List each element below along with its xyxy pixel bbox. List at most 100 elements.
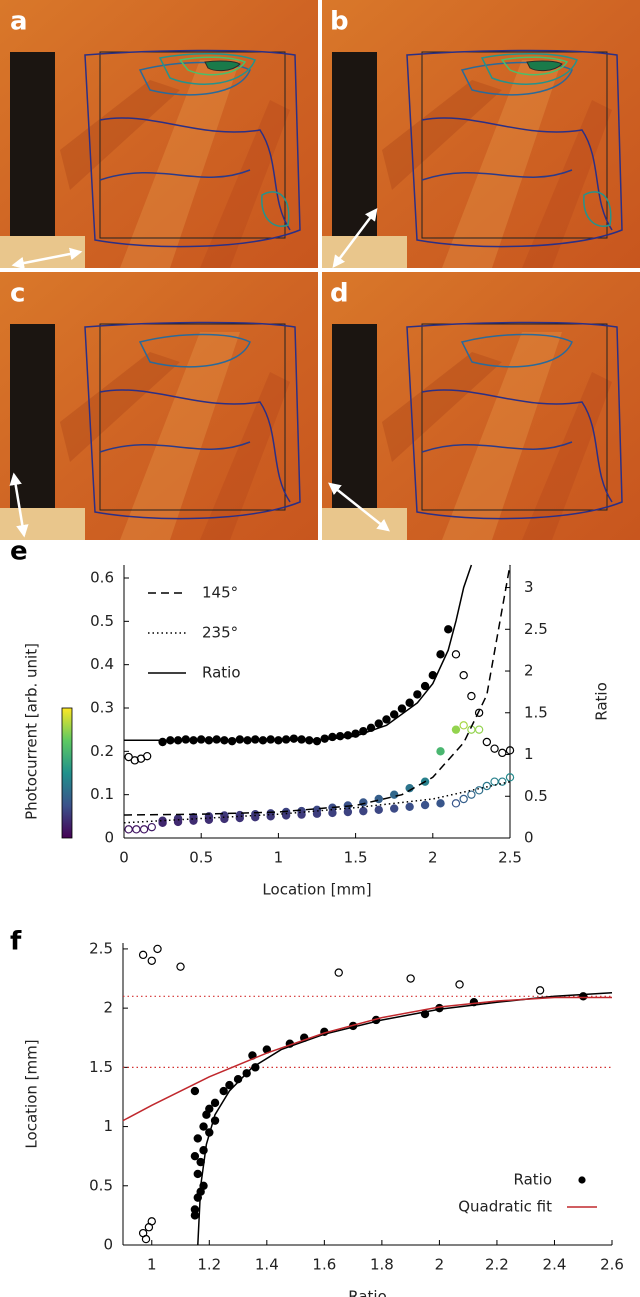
data-point [132, 825, 141, 834]
data-point [455, 980, 464, 989]
y-tick-label: 0 [103, 1236, 113, 1254]
data-point [205, 1104, 214, 1114]
y-tick-label: 0.5 [89, 1176, 113, 1194]
data-point [474, 725, 484, 734]
data-point [147, 956, 156, 965]
legend-swatch [578, 1176, 586, 1184]
data-point [181, 735, 190, 744]
data-point [124, 825, 133, 834]
y2-tick-label: 0.5 [524, 787, 548, 805]
data-point [251, 1063, 260, 1072]
data-point [190, 1205, 200, 1214]
x-tick-label: 2.5 [498, 849, 522, 867]
x-tick-label: 0.5 [189, 849, 213, 867]
data-point [212, 735, 221, 744]
data-point [312, 736, 322, 746]
data-point [173, 817, 183, 827]
data-point [420, 1009, 430, 1019]
data-point [158, 737, 167, 747]
data-point [451, 725, 461, 734]
data-point [193, 1169, 202, 1179]
data-point [233, 1074, 243, 1084]
x-axis-title: Location [mm] [262, 881, 371, 899]
data-point [210, 1098, 220, 1108]
data-point [153, 944, 162, 954]
y2-tick-label: 2.5 [524, 620, 548, 638]
x-tick-label: 2.6 [600, 1256, 624, 1274]
data-point [420, 800, 430, 810]
y2-tick-label: 2 [524, 662, 534, 680]
x-tick-label: 1 [147, 1256, 157, 1274]
data-point [235, 813, 244, 823]
y-axis-title: Photocurrent [arb. unit] [23, 643, 41, 820]
data-point [490, 777, 499, 786]
data-point [204, 815, 214, 825]
data-point [482, 781, 492, 791]
data-point [130, 756, 140, 765]
x-tick-label: 1.4 [255, 1256, 279, 1274]
legend-label: Ratio [513, 1171, 552, 1189]
data-point [451, 799, 461, 808]
data-point [374, 719, 383, 728]
data-point [505, 773, 515, 782]
data-point [451, 650, 461, 659]
data-point [141, 1234, 151, 1244]
data-point [225, 1080, 234, 1090]
data-line [124, 564, 473, 742]
panel-label: b [330, 7, 349, 37]
data-point [210, 1116, 220, 1125]
data-point [390, 790, 399, 799]
x-axis-title: Ratio [348, 1288, 387, 1297]
y-tick-label: 2.5 [89, 939, 113, 957]
x-tick-label: 1 [274, 849, 284, 867]
data-point [505, 746, 515, 755]
y-tick-label: 1 [103, 1117, 113, 1135]
data-point [469, 998, 479, 1007]
data-point [199, 1181, 208, 1190]
legend-label: 235° [202, 624, 238, 642]
y-axis-title: Location [mm] [23, 1039, 41, 1148]
data-point [227, 736, 237, 746]
data-point [147, 822, 156, 832]
y2-axis-title: Ratio [593, 682, 611, 721]
data-point [289, 734, 299, 743]
data-point [397, 704, 407, 713]
data-point [312, 809, 322, 818]
data-point [459, 671, 468, 680]
data-point [138, 950, 148, 960]
x-tick-label: 2 [428, 849, 438, 867]
x-tick-label: 1.6 [312, 1256, 336, 1274]
data-point [579, 992, 588, 1001]
data-line [123, 564, 511, 816]
data-point [142, 751, 152, 761]
data-point [190, 1151, 200, 1161]
data-point [251, 735, 260, 744]
x-tick-label: 2.2 [485, 1256, 509, 1274]
data-point [343, 807, 353, 817]
data-point [196, 735, 206, 744]
data-point [436, 747, 445, 756]
data-point [535, 986, 545, 995]
y-tick-label: 0.4 [90, 655, 114, 673]
data-point [474, 786, 484, 795]
data-point [147, 1217, 156, 1226]
data-point [467, 790, 476, 799]
data-point [235, 735, 244, 744]
data-point [467, 691, 476, 701]
data-point [413, 690, 422, 699]
x-tick-label: 0 [119, 849, 129, 867]
data-point [382, 715, 391, 724]
data-point [405, 698, 414, 707]
data-point [444, 625, 453, 634]
y2-tick-label: 0 [524, 829, 534, 847]
data-point [176, 962, 185, 971]
data-point [498, 777, 507, 786]
data-point [196, 1157, 205, 1167]
data-point [219, 1086, 228, 1096]
data-point [139, 825, 149, 834]
data-point [359, 806, 368, 816]
legend-label: Ratio [202, 664, 241, 682]
data-point [205, 1128, 214, 1137]
data-point [436, 799, 445, 808]
